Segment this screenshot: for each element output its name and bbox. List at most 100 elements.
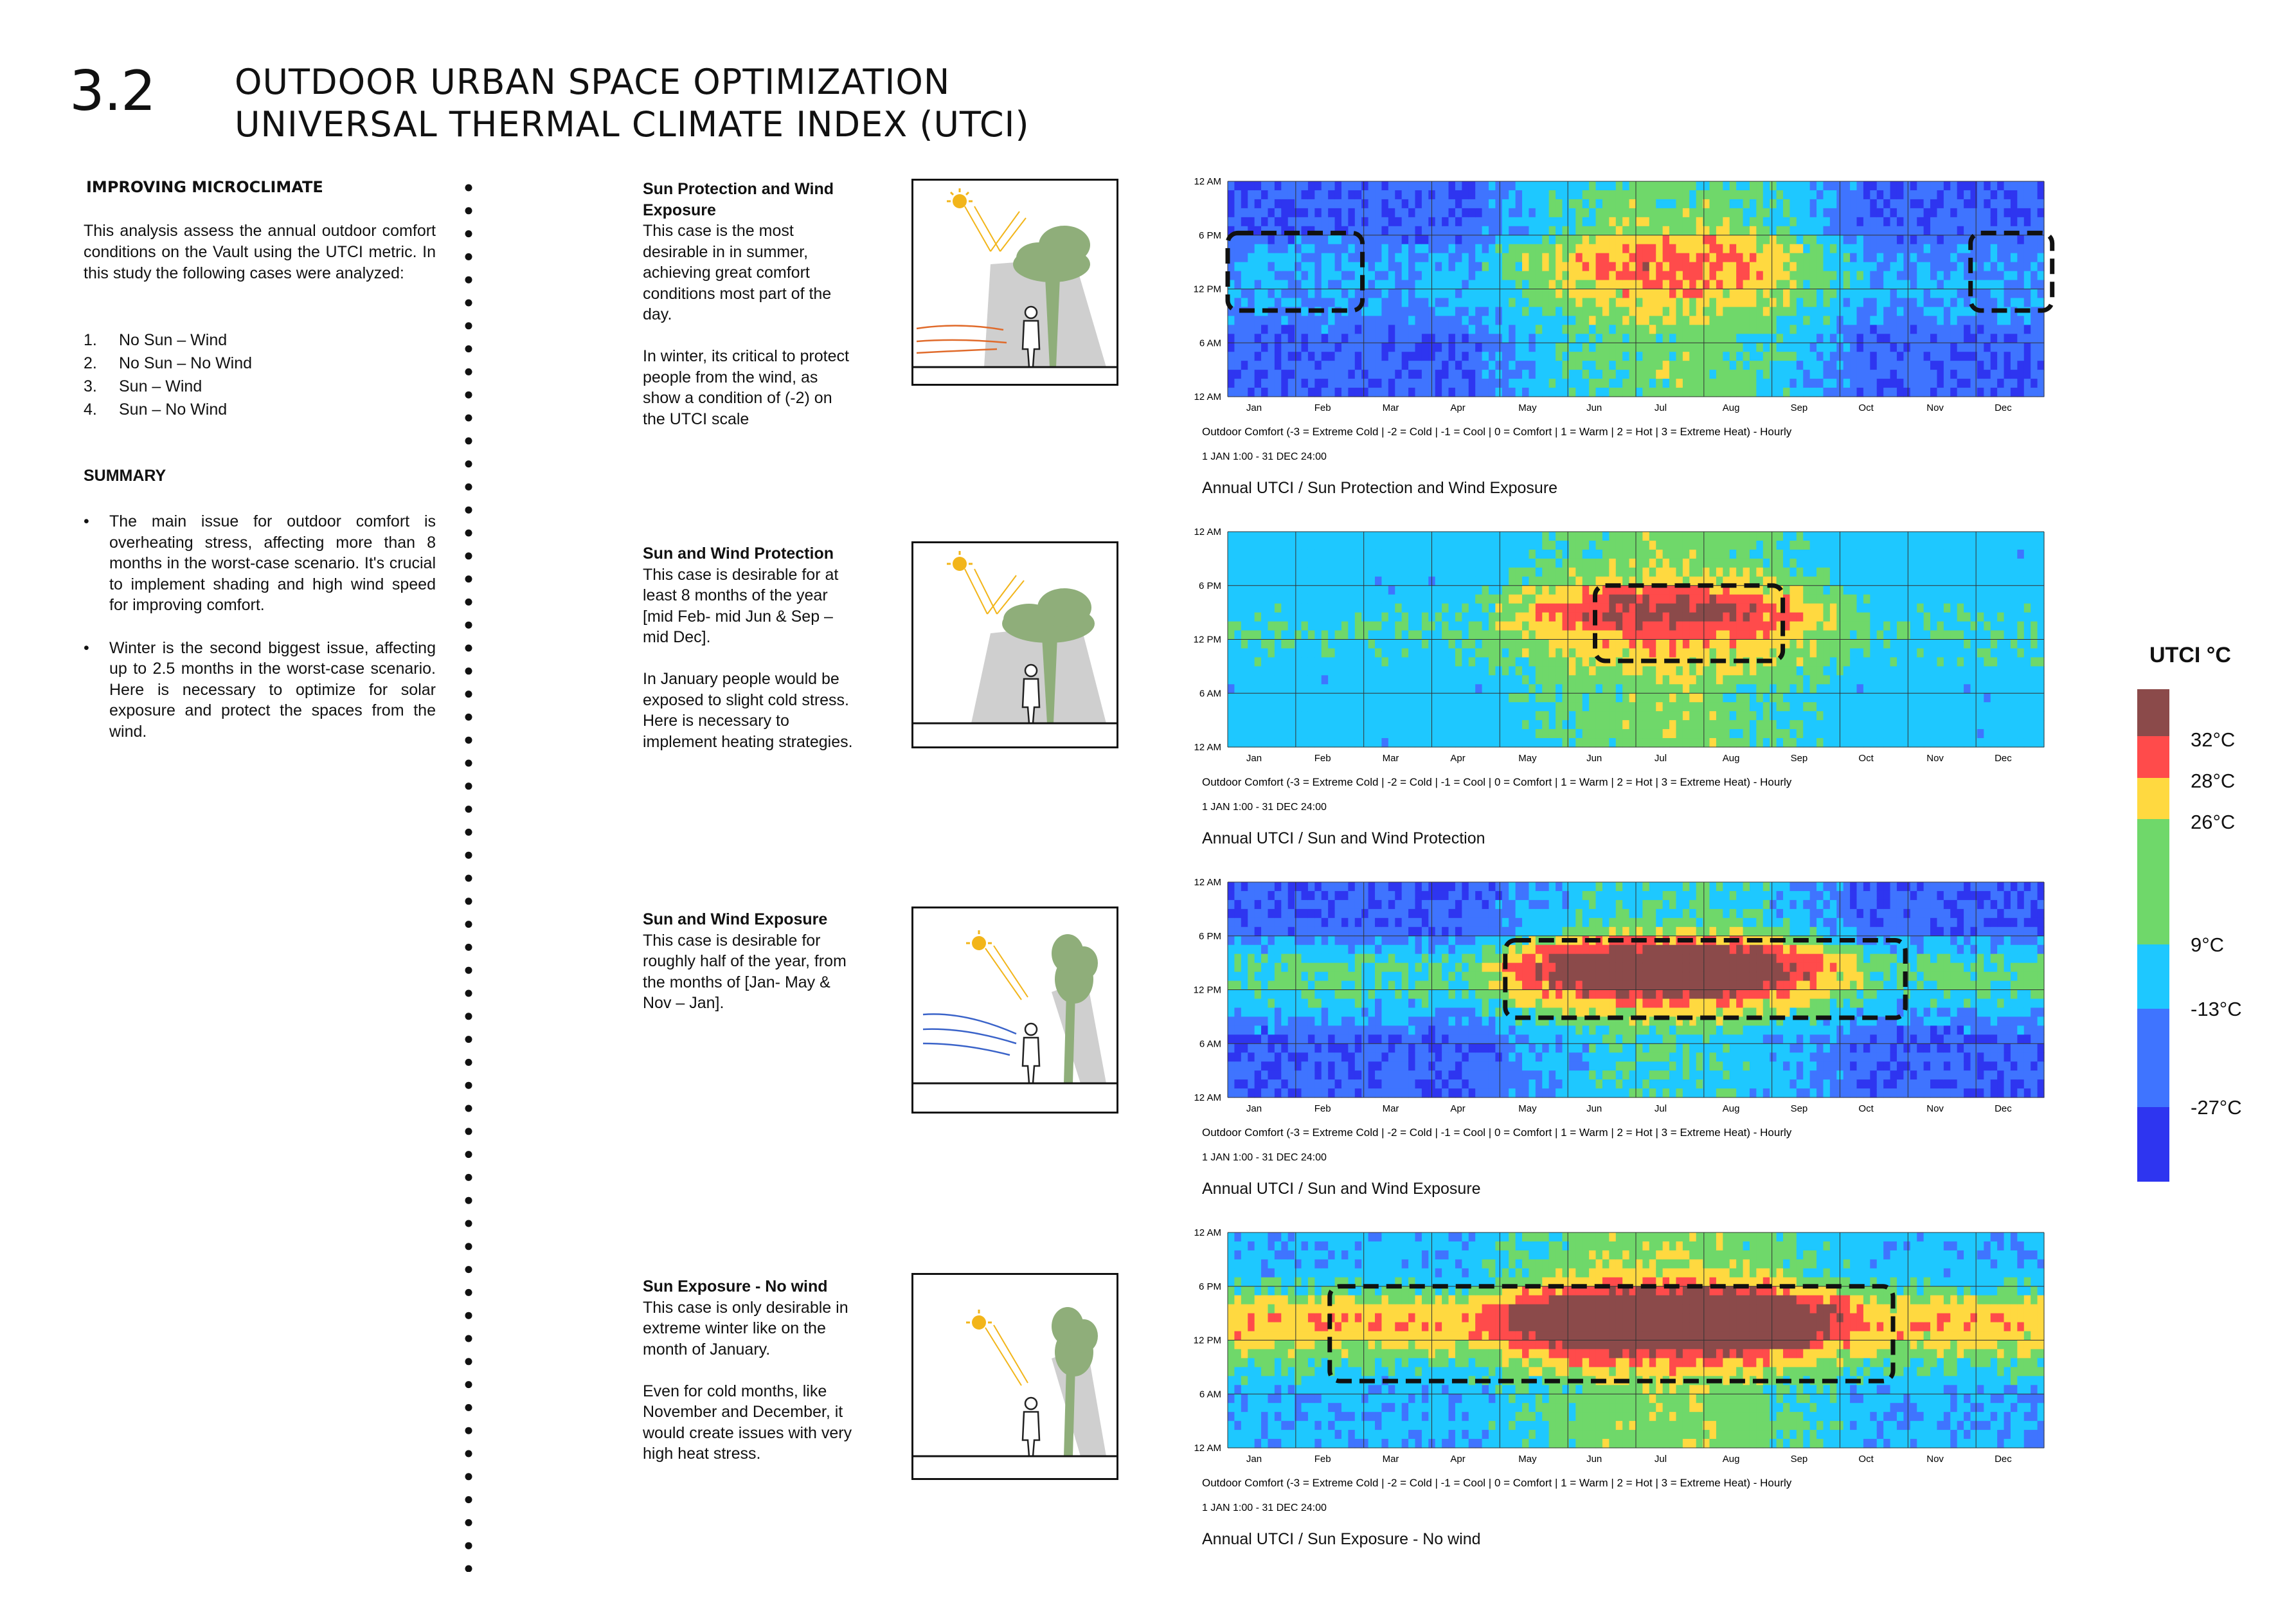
heatmap-cell	[1602, 711, 1610, 721]
heatmap-cell	[1482, 585, 1489, 595]
heatmap-cell	[1368, 684, 1376, 694]
heatmap-cell	[1923, 253, 1931, 263]
heatmap-cell	[1241, 244, 1248, 254]
heatmap-cell	[1615, 253, 1623, 263]
heatmap-cell	[1314, 235, 1322, 245]
utci-heatmap-1: 12 AM 6 PM 12 PM 6 AM 12 AM Jan Feb Mar Apr May Ju…	[1192, 174, 2086, 469]
heatmap-cell	[1943, 361, 1951, 370]
x-tick-label: Nov	[1926, 402, 1944, 413]
heatmap-cell	[1354, 675, 1362, 685]
heatmap-cell	[1622, 711, 1630, 721]
heatmap-cell	[1743, 729, 1750, 739]
heatmap-cell	[1241, 325, 1248, 334]
heatmap-cell	[1328, 693, 1336, 703]
heatmap-cell	[1381, 352, 1389, 361]
heatmap-cell	[1261, 334, 1269, 343]
heatmap-cell	[2017, 262, 2025, 272]
heatmap-cell	[1676, 657, 1683, 667]
heatmap-cell	[1455, 532, 1462, 541]
heatmap-cell	[1910, 244, 1917, 254]
heatmap-cell	[1723, 711, 1730, 721]
heatmap-cell	[1401, 208, 1409, 218]
heatmap-cell	[1562, 666, 1570, 676]
heatmap-cell	[1696, 684, 1703, 694]
heatmap-cell	[1803, 370, 1811, 379]
heatmap-cell	[1482, 558, 1489, 568]
heatmap-cell	[1548, 540, 1556, 550]
divider-dot	[465, 1473, 472, 1481]
heatmap-cell	[1328, 289, 1336, 299]
heatmap-cell	[1943, 379, 1951, 388]
heatmap-cell	[1602, 307, 1610, 316]
heatmap-cell	[1682, 253, 1690, 263]
heatmap-cell	[1354, 289, 1362, 299]
heatmap-cell	[1361, 343, 1369, 352]
heatmap-cell	[1562, 307, 1570, 316]
heatmap-cell	[1241, 603, 1248, 613]
heatmap-cell	[1575, 558, 1583, 568]
heatmap-cell	[1408, 576, 1416, 586]
heatmap-cell	[1696, 388, 1703, 397]
heatmap-cell	[1595, 325, 1603, 334]
heatmap-cell	[1529, 262, 1536, 272]
heatmap-cell	[1589, 388, 1597, 397]
heatmap-cell	[1482, 190, 1489, 200]
heatmap-cell	[1348, 208, 1356, 218]
heatmap-cell	[1729, 271, 1737, 281]
heatmap-cell	[1248, 657, 1255, 667]
heatmap-cell	[1455, 657, 1462, 667]
heatmap-cell	[1334, 190, 1342, 200]
heatmap-cell	[1509, 729, 1516, 739]
case-text-1: Sun Protection and Wind Exposure This ca…	[643, 179, 855, 451]
heatmap-cell	[1228, 199, 1235, 209]
heatmap-cell	[1241, 711, 1248, 721]
heatmap-cell	[1495, 334, 1503, 343]
heatmap-cell	[1723, 199, 1730, 209]
heatmap-cell	[1923, 217, 1931, 227]
heatmap-cell	[1568, 325, 1576, 334]
heatmap-cell	[1716, 711, 1723, 721]
heatmap-cell	[1783, 361, 1791, 370]
heatmap-cell	[1468, 567, 1476, 577]
heatmap-cell	[1642, 720, 1650, 730]
heatmap-cell	[1689, 253, 1697, 263]
heatmap-cell	[1809, 253, 1817, 263]
heatmap-cell	[1254, 576, 1262, 586]
heatmap-cell	[1442, 316, 1449, 325]
heatmap-cell	[1341, 540, 1349, 550]
heatmap-cell	[1495, 540, 1503, 550]
x-tick-label: Apr	[1450, 402, 1465, 413]
heatmap-cell	[1709, 720, 1717, 730]
heatmap-cell	[1442, 729, 1449, 739]
heatmap-cell	[1990, 235, 1998, 245]
heatmap-cell	[1930, 325, 1938, 334]
heatmap-cell	[1876, 316, 1884, 325]
heatmap-cell	[1234, 657, 1242, 667]
heatmap-cell	[1716, 675, 1723, 685]
heatmap-cell	[1662, 343, 1670, 352]
heatmap-cell	[1375, 325, 1383, 334]
heatmap-cell	[2031, 352, 2038, 361]
heatmap-cell	[1502, 729, 1509, 739]
heatmap-cell	[1408, 693, 1416, 703]
heatmap-cell	[1354, 190, 1362, 200]
heatmap-cell	[1910, 361, 1917, 370]
heatmap-cell	[1395, 289, 1403, 299]
heatmap-cell	[1602, 558, 1610, 568]
heatmap-cell	[1649, 334, 1656, 343]
divider-dot	[465, 1081, 472, 1089]
heatmap-cell	[1890, 334, 1897, 343]
case-title: Sun and Wind Exposure	[643, 910, 828, 928]
heatmap-cell	[1287, 325, 1295, 334]
heatmap-cell	[1917, 262, 1924, 272]
heatmap-cell	[1562, 720, 1570, 730]
heatmap-cell	[1368, 567, 1376, 577]
heatmap-cell	[1903, 262, 1911, 272]
heatmap-cell	[1442, 208, 1449, 218]
heatmap-cell	[1401, 280, 1409, 290]
heatmap-cell	[1870, 262, 1878, 272]
heatmap-cell	[1495, 567, 1503, 577]
heatmap-cell	[1421, 540, 1429, 550]
heatmap-cell	[1910, 379, 1917, 388]
heatmap-cell	[1301, 567, 1309, 577]
